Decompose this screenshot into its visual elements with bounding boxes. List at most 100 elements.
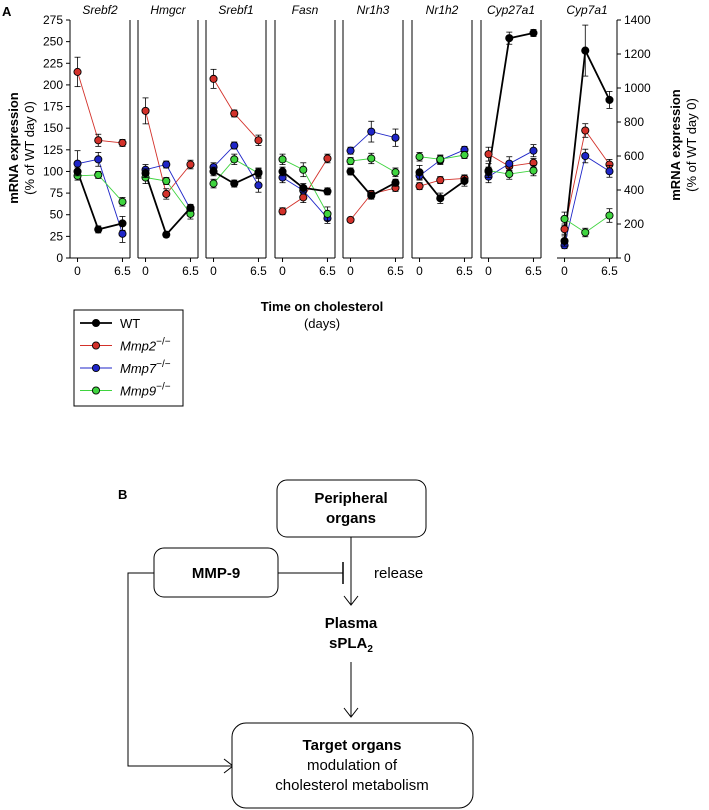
- x-tick-label: 0: [347, 264, 354, 278]
- data-point-mmp7: [94, 155, 103, 164]
- right-y-tick-label: 1200: [624, 47, 651, 61]
- x-tick-label: 0: [561, 264, 568, 278]
- peripheral-organs-label-2: organs: [326, 510, 376, 527]
- data-point-mmp7: [505, 159, 514, 168]
- x-tick-label: 6.5: [182, 264, 199, 278]
- data-point-wt: [323, 187, 332, 196]
- gene-title-cyp27a1: Cyp27a1: [487, 3, 535, 17]
- data-point-wt: [367, 191, 376, 200]
- data-point-mmp2: [186, 160, 195, 169]
- x-tick-label: 0: [416, 264, 423, 278]
- series-line-mmp2-srebf2: [77, 71, 123, 144]
- data-point-mmp2: [94, 136, 103, 145]
- gene-title-srebf1: Srebf1: [218, 3, 253, 17]
- data-point-mmp7: [118, 229, 127, 238]
- left-y-tick-label: 75: [50, 186, 64, 200]
- mmp9-label: MMP-9: [192, 565, 240, 582]
- left-y-tick-label: 50: [50, 208, 64, 222]
- data-point-mmp7: [605, 167, 614, 176]
- data-point-mmp2: [436, 176, 445, 185]
- data-point-mmp2: [415, 182, 424, 191]
- data-point-mmp9: [415, 152, 424, 161]
- data-point-mmp2: [230, 109, 239, 118]
- x-tick-label: 6.5: [319, 264, 336, 278]
- data-point-mmp9: [529, 166, 538, 175]
- left-y-tick-label: 275: [43, 13, 63, 27]
- data-point-mmp9: [581, 228, 590, 237]
- x-tick-label: 6.5: [250, 264, 267, 278]
- data-point-wt: [605, 95, 614, 104]
- series-line-wt-srebf2: [76, 171, 123, 231]
- data-point-wt: [230, 179, 239, 188]
- legend-label-mmp9: Mmp9−/−: [120, 382, 171, 399]
- data-point-wt: [560, 236, 569, 246]
- right-y-tick-label: 600: [624, 149, 644, 163]
- release-label: release: [374, 565, 423, 582]
- data-point-wt: [391, 178, 400, 187]
- data-point-mmp9: [367, 154, 376, 163]
- left-y-tick-label: 250: [43, 35, 63, 49]
- data-point-wt: [299, 183, 308, 192]
- data-point-mmp2: [299, 193, 308, 202]
- data-point-mmp7: [367, 127, 376, 136]
- data-point-mmp9: [460, 150, 469, 160]
- data-point-mmp7: [581, 151, 590, 161]
- data-point-wt: [162, 230, 171, 239]
- data-point-wt: [346, 167, 355, 176]
- data-point-mmp9: [299, 165, 308, 174]
- x-axis-title: Time on cholesterol: [261, 299, 384, 314]
- data-point-mmp9: [209, 179, 218, 188]
- data-point-mmp7: [162, 160, 171, 169]
- data-point-wt: [484, 167, 493, 176]
- plasma-label-1: Plasma: [325, 615, 378, 632]
- panel-a-label: A: [2, 4, 12, 19]
- data-point-mmp7: [391, 133, 400, 142]
- gene-title-nr1h3: Nr1h3: [357, 3, 390, 17]
- target-organs-title: Target organs: [303, 737, 402, 754]
- data-point-mmp7: [254, 181, 263, 190]
- legend: WT Mmp2−/− Mmp7−/− Mmp9−/−: [73, 309, 184, 407]
- target-organs-line-3: cholesterol metabolism: [275, 777, 428, 794]
- left-y-tick-label: 150: [43, 121, 63, 135]
- x-tick-label: 6.5: [456, 264, 473, 278]
- x-tick-label: 0: [142, 264, 149, 278]
- right-y-tick-label: 200: [624, 217, 644, 231]
- peripheral-organs-label-1: Peripheral: [314, 490, 387, 507]
- data-point-mmp2: [162, 189, 171, 199]
- data-point-mmp2: [118, 138, 127, 147]
- data-point-mmp2: [254, 136, 263, 145]
- data-point-mmp2: [209, 74, 218, 83]
- x-tick-label: 0: [74, 264, 81, 278]
- left-y-tick-label: 175: [43, 100, 63, 114]
- left-y-tick-label: 125: [43, 143, 63, 157]
- data-point-mmp2: [484, 150, 493, 159]
- left-axis-subtitle: (% of WT day 0): [22, 101, 37, 195]
- data-point-wt: [186, 203, 195, 212]
- data-point-wt: [141, 169, 150, 178]
- data-point-wt: [209, 167, 218, 176]
- data-point-wt: [529, 28, 538, 38]
- right-y-tick-label: 800: [624, 115, 644, 129]
- right-y-tick-label: 400: [624, 183, 644, 197]
- left-y-tick-label: 100: [43, 164, 63, 178]
- data-point-mmp7: [73, 159, 82, 168]
- data-point-wt: [94, 225, 103, 234]
- data-point-wt: [254, 168, 263, 177]
- series-line-wt-cyp7a1: [563, 47, 611, 242]
- x-tick-label: 6.5: [601, 264, 618, 278]
- gene-title-nr1h2: Nr1h2: [426, 3, 459, 17]
- series-line-wt-nr1h2: [418, 171, 466, 200]
- gene-title-hmgcr: Hmgcr: [150, 3, 186, 17]
- panel-b-label: B: [118, 487, 127, 502]
- data-point-wt: [278, 167, 287, 176]
- legend-label-mmp2: Mmp2−/−: [120, 337, 171, 354]
- target-organs-line-2: modulation of: [307, 757, 398, 774]
- data-point-mmp2: [560, 225, 569, 234]
- legend-marker-mmp2: [91, 341, 101, 350]
- left-y-tick-label: 225: [43, 56, 63, 70]
- peripheral-organs-box: [276, 479, 427, 538]
- legend-box: [73, 309, 184, 407]
- data-point-wt: [460, 176, 469, 186]
- data-point-mmp9: [323, 209, 332, 218]
- right-axis-title: mRNA expression: [668, 89, 683, 201]
